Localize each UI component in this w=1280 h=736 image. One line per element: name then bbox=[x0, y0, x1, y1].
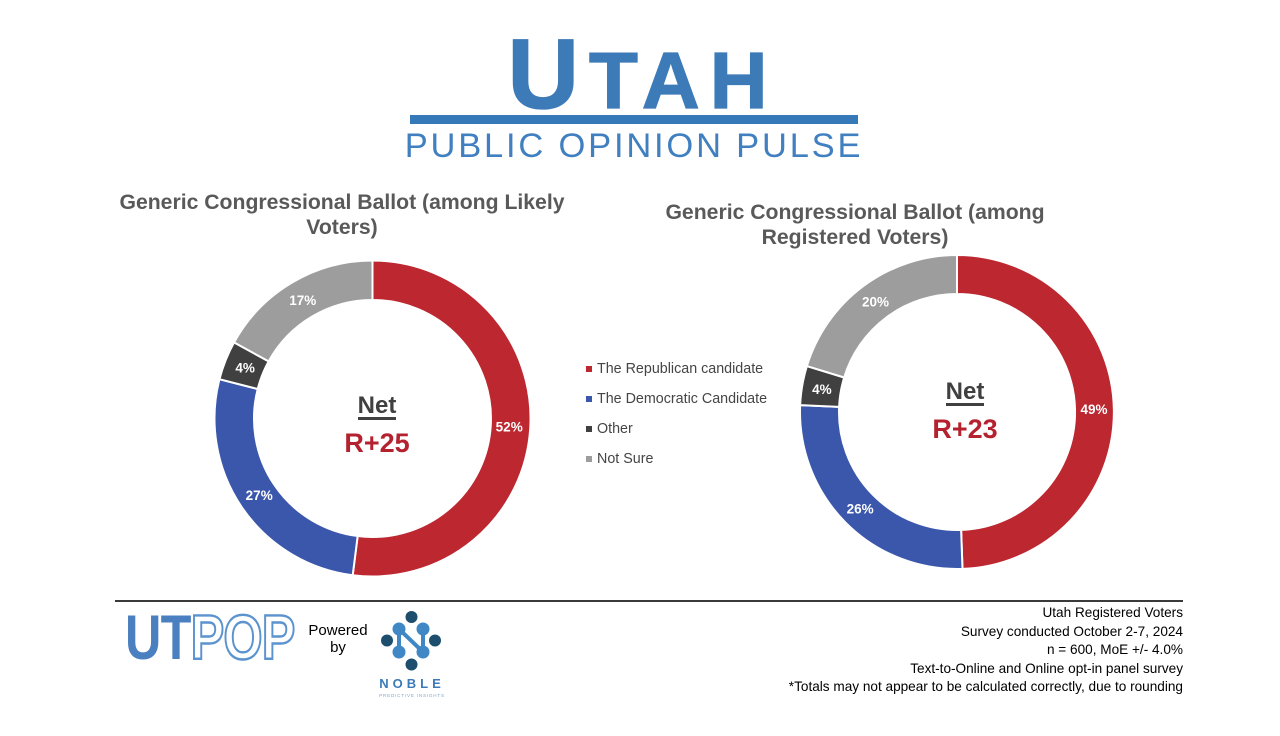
svg-text:27%: 27% bbox=[246, 488, 273, 503]
svg-text:4%: 4% bbox=[812, 382, 832, 397]
svg-text:52%: 52% bbox=[496, 420, 523, 435]
svg-text:49%: 49% bbox=[1080, 402, 1107, 417]
svg-text:26%: 26% bbox=[847, 501, 874, 516]
svg-text:PREDICTIVE INSIGHTS: PREDICTIVE INSIGHTS bbox=[379, 693, 445, 698]
svg-text:NOBLE: NOBLE bbox=[379, 676, 445, 691]
svg-text:17%: 17% bbox=[289, 293, 316, 308]
svg-text:4%: 4% bbox=[235, 361, 255, 376]
svg-text:20%: 20% bbox=[862, 294, 889, 309]
